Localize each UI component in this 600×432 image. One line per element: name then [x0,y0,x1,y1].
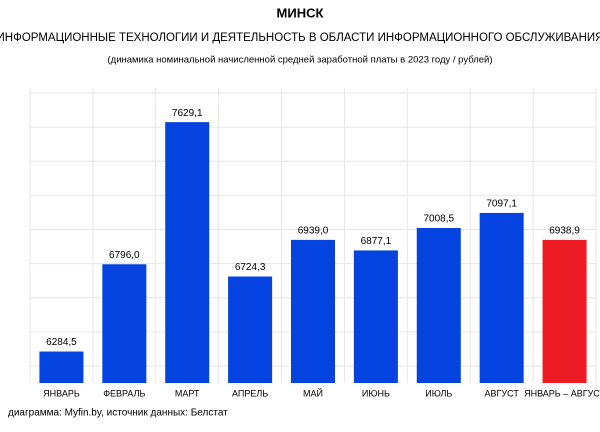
bar [102,264,147,383]
x-tick-label: АПРЕЛЬ [232,388,268,398]
bar [165,122,210,383]
x-tick-label: ФЕВРАЛЬ [103,388,145,398]
x-tick-label: ЯНВАРЬ – АВГУСТ [524,388,600,398]
bar [416,228,461,383]
bar [228,276,273,383]
x-tick-label: МАРТ [175,388,200,398]
value-label: 6796,0 [109,250,140,261]
x-tick-label: АВГУСТ [485,388,520,398]
chart-note: (динамика номинальной начисленной средне… [107,55,492,66]
x-tick-label: ИЮНЬ [362,388,390,398]
source: диаграмма: Myfin.by, источник данных: Бе… [8,408,228,419]
x-tick-label: ИЮЛЬ [425,388,452,398]
value-label: 6877,1 [361,236,392,247]
bar [479,212,524,383]
value-label: 6939,0 [298,226,329,237]
x-tick-label: ЯНВАРЬ [43,388,80,398]
chart-title: МИНСК [277,5,324,20]
bar [39,351,84,383]
x-tick-label: МАЙ [303,387,323,398]
value-label: 7008,5 [423,214,454,225]
bar [542,239,587,383]
bar [353,250,398,383]
bar [290,239,336,383]
value-label: 6938,9 [549,226,580,237]
value-label: 6284,5 [46,337,77,348]
value-label: 7629,1 [172,108,203,119]
value-label: 7097,1 [486,199,517,210]
chart-subtitle: ИНФОРМАЦИОННЫЕ ТЕХНОЛОГИИ И ДЕЯТЕЛЬНОСТЬ… [0,32,600,44]
value-label: 6724,3 [235,262,266,273]
